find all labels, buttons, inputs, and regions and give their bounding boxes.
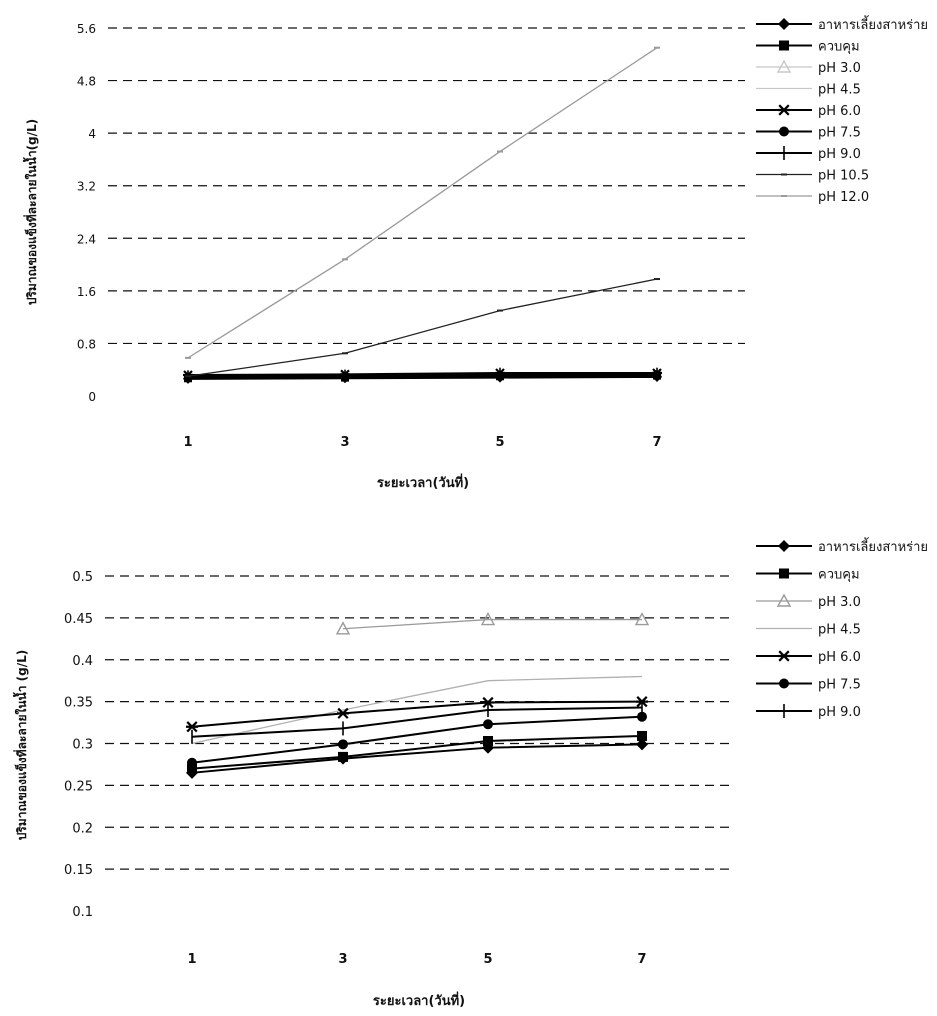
y-axis-label: ปริมาณของแข็งที่ละลายในน้ำ(g/L) xyxy=(22,119,39,305)
legend-label: pH 4.5 xyxy=(818,623,861,638)
x-tick-label: 3 xyxy=(338,952,347,967)
y-tick-label: 0.2 xyxy=(72,821,93,836)
series-line-8 xyxy=(187,278,658,377)
series-line-5 xyxy=(191,700,643,728)
data-point xyxy=(483,719,493,730)
legend-label: ควบคุม xyxy=(818,40,860,55)
legend-label: อาหารเลี้ยงสาหร่าย xyxy=(818,537,928,555)
legend-marker xyxy=(779,126,789,137)
y-tick-label: 0.1 xyxy=(72,905,93,920)
x-tick-label: 7 xyxy=(652,435,661,450)
chart-1: 0 0.8 1.6 2.4 3.2 4 4.8 5.6 1 3 5 7 ระยะเวลา(วันที่)… xyxy=(22,15,928,491)
legend-label: pH 3.0 xyxy=(818,61,861,76)
y-tick-label: 4 xyxy=(88,127,96,141)
x-axis-label: ระยะเวลา(วันที่) xyxy=(377,473,469,491)
legend-label: ควบคุม xyxy=(818,568,860,583)
y-tick-label: 1.6 xyxy=(77,285,96,299)
series-line-7 xyxy=(187,372,657,378)
series-line-9 xyxy=(187,47,658,359)
x-tick-label: 1 xyxy=(187,952,196,967)
legend-label: pH 6.0 xyxy=(818,650,861,665)
x-axis-label: ระยะเวลา(วันที่) xyxy=(373,991,465,1009)
legend-label: pH 7.5 xyxy=(818,126,861,141)
data-point xyxy=(335,621,351,635)
series-line-3 xyxy=(342,618,642,630)
data-point xyxy=(480,612,496,626)
y-tick-label: 0.35 xyxy=(64,696,93,711)
y-tick-label: 5.6 xyxy=(77,22,96,36)
x-tick-label: 1 xyxy=(183,435,192,450)
legend-marker xyxy=(778,18,790,30)
legend-label: pH 12.0 xyxy=(818,190,869,205)
y-tick-label: 0.15 xyxy=(64,863,93,878)
legend-label: pH 9.0 xyxy=(818,705,861,720)
y-tick-label: 0.25 xyxy=(64,779,93,794)
legend-marker xyxy=(778,540,790,552)
data-point xyxy=(634,612,650,626)
legend-label: pH 10.5 xyxy=(818,169,869,184)
data-point xyxy=(637,711,647,722)
y-tick-label: 4.8 xyxy=(77,75,96,89)
y-axis-label: ปริมาณของแข็งที่ละลายในน้ำ (g/L) xyxy=(12,650,29,841)
data-point xyxy=(483,735,493,746)
legend-label: อาหารเลี้ยงสาหร่าย xyxy=(818,15,928,33)
y-tick-label: 0.5 xyxy=(72,570,93,585)
series-line-2 xyxy=(191,734,643,770)
legend-marker xyxy=(778,104,790,116)
chart-2: 0.1 0.15 0.2 0.25 0.3 0.35 0.4 0.45 0.5 1 3 5 7 ระยะเ… xyxy=(12,537,928,1009)
data-point xyxy=(636,738,648,751)
data-point xyxy=(187,763,197,774)
data-point xyxy=(482,696,494,709)
series-line-1 xyxy=(191,743,643,774)
legend-label: pH 9.0 xyxy=(818,147,861,162)
data-point xyxy=(187,757,197,768)
legend-label: pH 6.0 xyxy=(818,104,861,119)
y-tick-label: 3.2 xyxy=(77,180,96,194)
y-tick-label: 0.8 xyxy=(77,337,96,351)
data-point xyxy=(337,707,349,719)
legend-label: pH 4.5 xyxy=(818,83,861,98)
x-tick-label: 5 xyxy=(483,952,492,967)
series-line-7 xyxy=(191,706,643,738)
x-tick-label: 7 xyxy=(637,952,646,967)
y-tick-label: 0.45 xyxy=(64,612,93,627)
data-point xyxy=(338,751,348,762)
legend-marker xyxy=(779,40,789,51)
legend-marker xyxy=(779,678,789,689)
legend-marker xyxy=(778,650,790,662)
data-point xyxy=(637,730,647,741)
x-tick-label: 3 xyxy=(340,435,349,450)
legend-label: pH 7.5 xyxy=(818,678,861,693)
x-tick-label: 5 xyxy=(495,435,504,450)
y-tick-label: 2.4 xyxy=(77,232,96,246)
legend-marker xyxy=(776,59,792,73)
series-line-6 xyxy=(191,715,643,764)
legend-marker xyxy=(776,593,792,607)
legend-marker xyxy=(779,568,789,579)
legend-label: pH 3.0 xyxy=(818,595,861,610)
data-point xyxy=(338,739,348,750)
y-tick-label: 0.4 xyxy=(72,654,93,669)
data-point xyxy=(186,721,198,733)
y-tick-label: 0.3 xyxy=(72,738,93,753)
series-line-4 xyxy=(191,675,643,745)
y-tick-label: 0 xyxy=(88,390,96,404)
